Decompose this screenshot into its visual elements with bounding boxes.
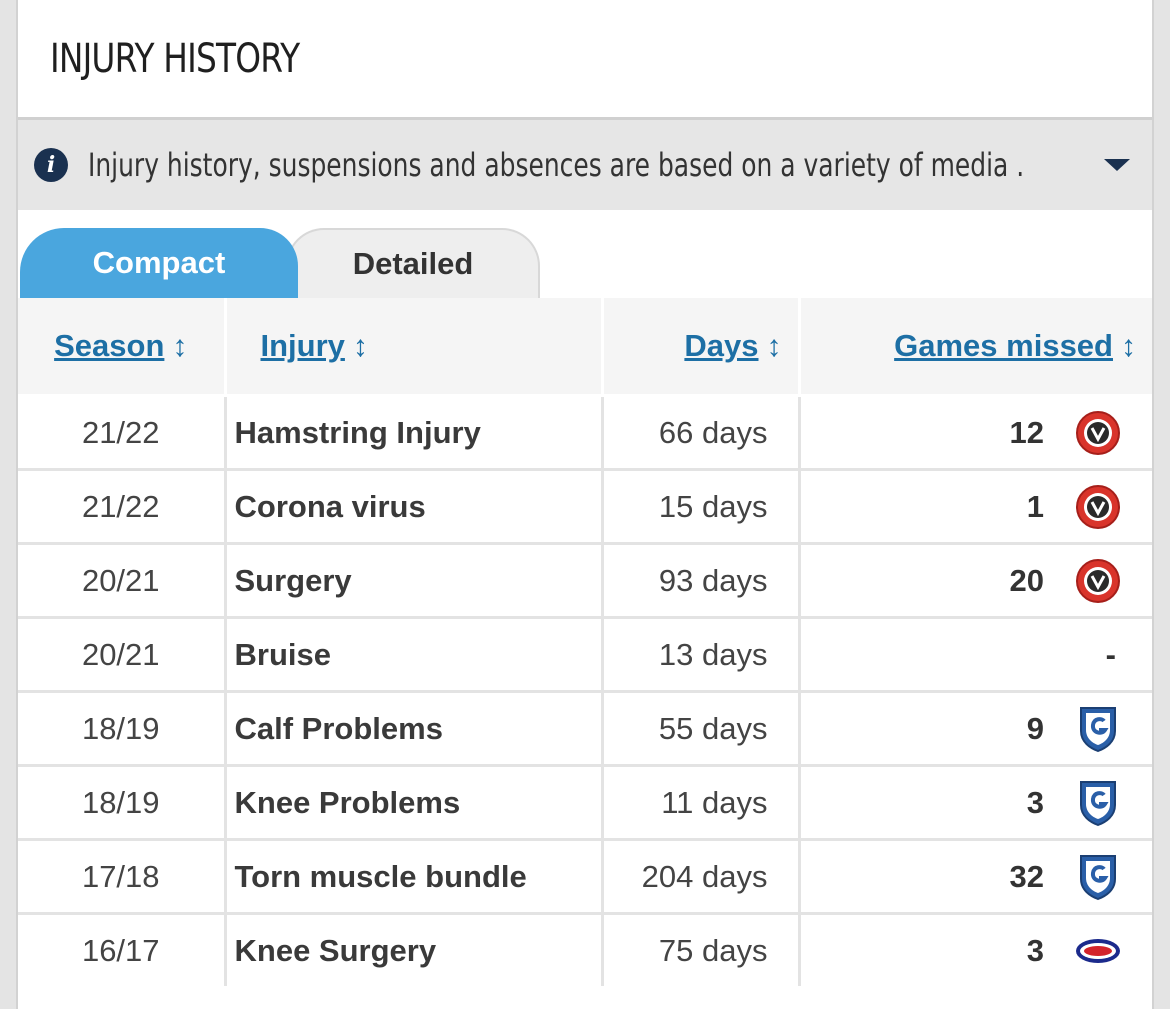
games-missed-value: 3	[1026, 784, 1044, 820]
games-missed-sort-link[interactable]: Games missed	[894, 328, 1113, 363]
season-cell: 18/19	[18, 764, 227, 840]
genk-crest-icon[interactable]	[1074, 853, 1122, 901]
games-missed-cell: 20	[799, 542, 1152, 618]
sheffield-united-crest-icon[interactable]	[1074, 557, 1122, 605]
table-row: 20/21 Bruise 13 days -	[18, 616, 1152, 692]
injury-cell: Corona virus	[225, 468, 604, 544]
games-missed-cell: 3	[799, 912, 1152, 986]
injury-sort-link[interactable]: Injury	[260, 328, 345, 363]
sheffield-united-crest-icon[interactable]	[1074, 409, 1122, 457]
season-cell: 21/22	[18, 394, 227, 470]
days-cell: 15 days	[602, 468, 801, 544]
season-cell: 18/19	[18, 690, 227, 766]
injury-cell: Bruise	[225, 616, 604, 692]
injury-cell: Torn muscle bundle	[225, 838, 604, 914]
column-header-season[interactable]: Season ↕	[18, 298, 227, 397]
valerenga-crest-icon[interactable]	[1074, 927, 1122, 975]
days-cell: 66 days	[602, 394, 801, 470]
injury-cell: Calf Problems	[225, 690, 604, 766]
games-missed-cell: 32	[799, 838, 1152, 914]
column-header-games-missed[interactable]: Games missed ↕	[799, 298, 1152, 397]
table-row: 18/19 Knee Problems 11 days 3	[18, 764, 1152, 840]
games-missed-value: -	[1105, 636, 1116, 672]
games-missed-value: 9	[1026, 710, 1044, 746]
injury-cell: Hamstring Injury	[225, 394, 604, 470]
season-sort-link[interactable]: Season	[54, 328, 165, 363]
info-notice[interactable]: i Injury history, suspensions and absenc…	[18, 120, 1152, 210]
games-missed-value: 1	[1026, 488, 1044, 524]
table-row: 21/22 Corona virus 15 days 1	[18, 468, 1152, 544]
tab-compact[interactable]: Compact	[20, 228, 298, 298]
games-missed-cell: 12	[799, 394, 1152, 470]
games-missed-value: 12	[1009, 414, 1044, 450]
sort-icon[interactable]: ↕	[766, 330, 782, 363]
sort-icon[interactable]: ↕	[172, 330, 188, 363]
page-title: INJURY HISTORY	[50, 35, 300, 82]
caret-down-icon[interactable]	[1104, 159, 1130, 171]
games-missed-value: 32	[1009, 858, 1044, 894]
season-cell: 17/18	[18, 838, 227, 914]
injury-cell: Knee Problems	[225, 764, 604, 840]
table-row: 21/22 Hamstring Injury 66 days 12	[18, 394, 1152, 470]
days-cell: 11 days	[602, 764, 801, 840]
season-cell: 16/17	[18, 912, 227, 986]
days-cell: 93 days	[602, 542, 801, 618]
table-row: 20/21 Surgery 93 days 20	[18, 542, 1152, 618]
column-header-days[interactable]: Days ↕	[602, 298, 801, 397]
sheffield-united-crest-icon[interactable]	[1074, 483, 1122, 531]
days-cell: 55 days	[602, 690, 801, 766]
table-row: 18/19 Calf Problems 55 days 9	[18, 690, 1152, 766]
injury-history-panel: INJURY HISTORY i Injury history, suspens…	[16, 0, 1154, 1009]
days-sort-link[interactable]: Days	[684, 328, 759, 363]
games-missed-value: 20	[1009, 562, 1044, 598]
days-cell: 75 days	[602, 912, 801, 986]
days-cell: 204 days	[602, 838, 801, 914]
view-tabs: Detailed Compact	[18, 210, 1152, 298]
genk-crest-icon[interactable]	[1074, 705, 1122, 753]
notice-text: Injury history, suspensions and absences…	[88, 146, 1024, 184]
season-cell: 20/21	[18, 542, 227, 618]
table-row: 16/17 Knee Surgery 75 days 3	[18, 912, 1152, 986]
panel-header: INJURY HISTORY	[18, 0, 1152, 120]
games-missed-cell: 3	[799, 764, 1152, 840]
season-cell: 20/21	[18, 616, 227, 692]
column-header-injury[interactable]: Injury ↕	[225, 298, 604, 397]
sort-icon[interactable]: ↕	[352, 330, 368, 363]
info-icon: i	[34, 148, 68, 182]
games-missed-cell: 9	[799, 690, 1152, 766]
table-row: 17/18 Torn muscle bundle 204 days 32	[18, 838, 1152, 914]
games-missed-cell: 1	[799, 468, 1152, 544]
injury-cell: Surgery	[225, 542, 604, 618]
days-cell: 13 days	[602, 616, 801, 692]
genk-crest-icon[interactable]	[1074, 779, 1122, 827]
season-cell: 21/22	[18, 468, 227, 544]
injury-cell: Knee Surgery	[225, 912, 604, 986]
injury-table: Season ↕ Injury ↕ Days ↕ Games missed ↕ 21/2…	[18, 298, 1152, 986]
games-missed-cell: -	[799, 616, 1152, 692]
games-missed-value: 3	[1026, 932, 1044, 968]
table-header-row: Season ↕ Injury ↕ Days ↕ Games missed ↕	[18, 298, 1152, 397]
tab-detailed[interactable]: Detailed	[286, 228, 540, 298]
sort-icon[interactable]: ↕	[1121, 330, 1136, 363]
